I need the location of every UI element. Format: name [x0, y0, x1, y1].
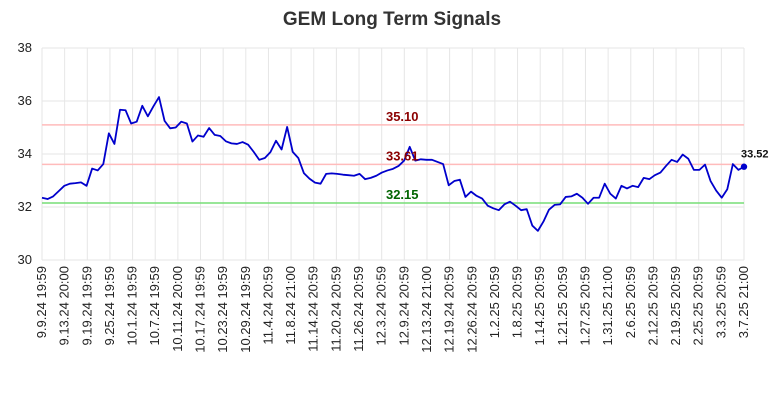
x-tick-label: 9.19.24 19:59 — [79, 266, 94, 346]
x-tick-label: 2.25.25 20:59 — [691, 266, 706, 346]
x-tick-label: 1.2.25 20:59 — [487, 266, 502, 338]
reference-line-label: 32.15 — [386, 187, 419, 202]
x-tick-label: 12.19.24 20:59 — [442, 266, 457, 353]
x-tick-label: 10.11.24 20:00 — [170, 266, 185, 352]
x-tick-label: 2.6.25 20:59 — [623, 266, 638, 338]
x-tick-label: 11.4.24 20:59 — [260, 266, 275, 345]
x-tick-label: 10.29.24 19:59 — [238, 266, 253, 353]
grid — [41, 47, 745, 261]
x-tick-label: 1.31.25 21:00 — [600, 266, 615, 346]
reference-line-label: 33.61 — [386, 148, 419, 163]
price-series-line — [41, 96, 745, 232]
x-tick-label: 12.9.24 20:59 — [396, 266, 411, 346]
x-tick-label: 11.20.24 20:59 — [328, 266, 343, 352]
x-tick-label: 11.14.24 20:59 — [306, 266, 321, 352]
y-tick-label: 32 — [18, 199, 32, 214]
x-tick-label: 12.3.24 20:59 — [374, 266, 389, 346]
x-tick-label: 1.14.25 20:59 — [532, 266, 547, 346]
axes: 30 32 34 36 38 9.9.24 19:59 9.13.24 20:00 9.19.… — [18, 40, 751, 353]
x-tick-label: 9.25.24 19:59 — [102, 266, 117, 346]
x-tick-label: 9.13.24 20:00 — [57, 266, 72, 346]
reference-lines — [42, 124, 744, 204]
x-tick-label: 10.7.24 19:59 — [147, 266, 162, 346]
x-tick-label: 2.19.25 20:59 — [668, 266, 683, 346]
x-tick-label: 11.8.24 21:00 — [283, 266, 298, 345]
reference-line-label: 35.10 — [386, 109, 419, 124]
x-tick-label: 12.26.24 20:59 — [464, 266, 479, 353]
x-tick-label: 3.7.25 21:00 — [736, 266, 751, 338]
y-tick-label: 36 — [18, 93, 32, 108]
x-tick-label: 1.8.25 20:59 — [510, 266, 525, 338]
x-tick-label: 2.12.25 20:59 — [645, 266, 660, 346]
series-layer — [41, 96, 748, 232]
labels: 33.52 35.10 33.61 32.15 — [386, 109, 769, 202]
x-tick-label: 11.26.24 20:59 — [351, 266, 366, 352]
x-tick-label: 10.23.24 19:59 — [215, 266, 230, 353]
x-tick-label: 12.13.24 21:00 — [419, 266, 434, 353]
x-tick-label: 1.27.25 20:59 — [577, 266, 592, 346]
y-tick-label: 38 — [18, 40, 32, 55]
x-tick-label: 10.1.24 19:59 — [125, 266, 140, 346]
x-tick-label: 1.21.25 20:59 — [555, 266, 570, 346]
y-tick-label: 30 — [18, 252, 32, 267]
x-tick-label: 9.9.24 19:59 — [34, 266, 49, 338]
y-tick-label: 34 — [18, 146, 32, 161]
x-tick-label: 10.17.24 19:59 — [193, 266, 208, 353]
chart-title: GEM Long Term Signals — [283, 9, 501, 30]
last-value-label: 33.52 — [741, 149, 769, 161]
x-tick-label: 3.3.25 20:59 — [713, 266, 728, 338]
last-value-marker — [740, 163, 748, 170]
